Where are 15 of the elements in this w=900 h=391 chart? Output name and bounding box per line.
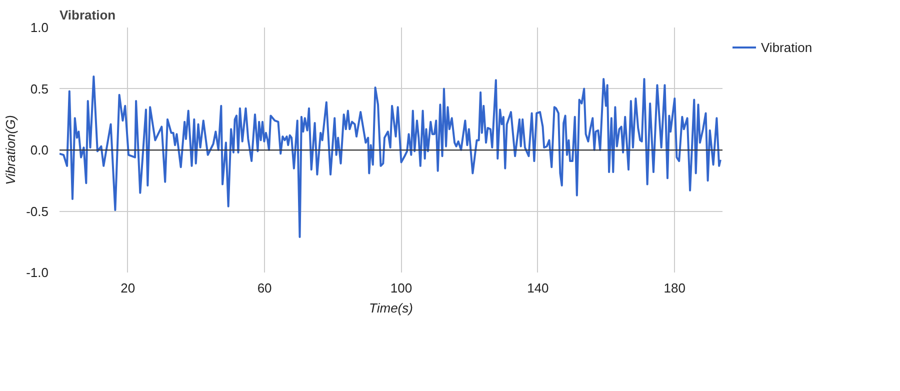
x-tick-label: 140 (527, 280, 549, 296)
y-tick-label: -0.5 (26, 204, 49, 219)
y-tick-label: 0.0 (30, 142, 49, 158)
y-axis-title: Vibration(G) (3, 115, 18, 185)
y-tick-label: 0.5 (30, 81, 49, 96)
x-axis-title: Time(s) (369, 300, 413, 316)
line-series (60, 76, 722, 238)
x-tick-label: 60 (257, 280, 272, 296)
x-tick-label: 100 (390, 280, 412, 296)
x-tick-label: 20 (120, 280, 136, 296)
x-tick-label: 180 (664, 280, 686, 296)
legend-label: Vibration (761, 40, 812, 54)
y-tick-label: -1.0 (26, 265, 49, 280)
chart-title: Vibration (60, 8, 116, 22)
y-tick-label: 1.0 (30, 20, 49, 35)
